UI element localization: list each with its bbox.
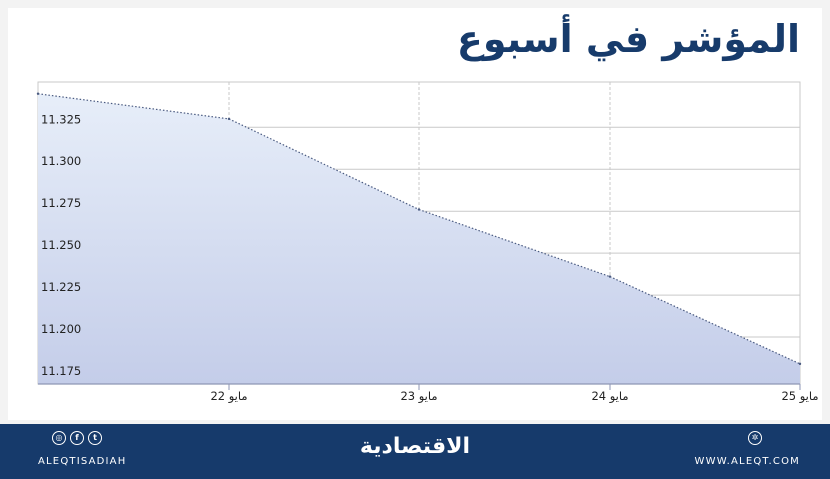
data-point xyxy=(608,275,612,278)
x-tick-label: 25 مايو xyxy=(781,389,818,404)
brand-logo: الاقتصادية xyxy=(359,434,471,459)
data-point xyxy=(227,117,231,121)
social-handle[interactable]: ALEQTISADIAH xyxy=(38,456,127,467)
y-tick-label: 11.250 xyxy=(41,238,81,252)
area-fill xyxy=(38,93,800,384)
series-line-segment xyxy=(37,93,230,120)
site-icon-group: ✲ xyxy=(748,431,762,445)
y-tick-label: 11.325 xyxy=(41,112,81,126)
social-icons: ◎ f t xyxy=(52,431,102,445)
x-tick-label: 23 مايو xyxy=(400,389,437,404)
twitter-icon[interactable]: t xyxy=(88,431,102,445)
instagram-icon[interactable]: ◎ xyxy=(52,431,66,445)
y-tick-label: 11.225 xyxy=(41,280,81,294)
website-link[interactable]: WWW.ALEQT.COM xyxy=(694,456,800,467)
chart-title: المؤشر في أسبوع xyxy=(456,17,800,61)
series-line-segment xyxy=(228,118,420,211)
y-tick-label: 11.275 xyxy=(41,196,81,210)
y-tick-label: 11.175 xyxy=(41,364,81,378)
y-tick-label: 11.300 xyxy=(41,154,81,168)
x-tick-label: 22 مايو xyxy=(210,389,247,404)
x-tick-label: 24 مايو xyxy=(591,389,628,404)
series-line-segment xyxy=(418,208,611,278)
data-point xyxy=(36,92,40,95)
facebook-icon[interactable]: f xyxy=(70,431,84,445)
footer-bar: ◎ f t ALEQTISADIAH الاقتصادية ✲ WWW.ALEQ… xyxy=(0,424,830,479)
area-chart: 11.175 11.200 11.225 11.250 11.275 11.300 11.3… xyxy=(36,81,819,404)
y-tick-label: 11.200 xyxy=(41,322,81,336)
data-point xyxy=(417,208,421,211)
data-point xyxy=(798,362,802,366)
globe-icon[interactable]: ✲ xyxy=(748,431,762,445)
